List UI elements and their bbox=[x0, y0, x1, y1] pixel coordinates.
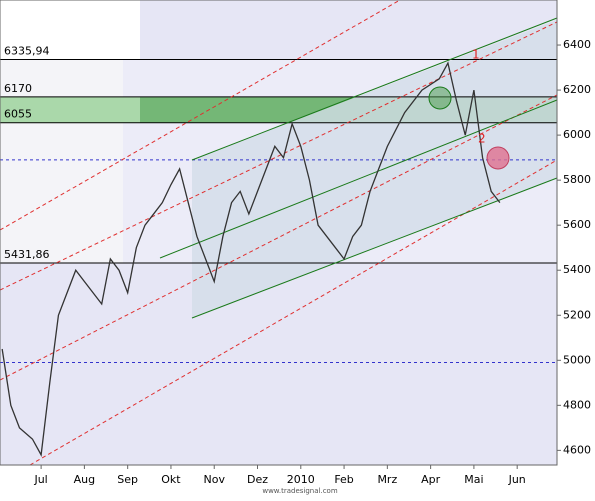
x-tick-label: Apr bbox=[421, 473, 441, 486]
x-tick-label: Nov bbox=[203, 473, 225, 486]
channel-fill bbox=[192, 20, 557, 318]
level-label: 6055 bbox=[4, 108, 32, 121]
band bbox=[0, 96, 140, 123]
price-line bbox=[1, 61, 501, 457]
x-tick-label: Mai bbox=[464, 473, 483, 486]
level-label: 5431,86 bbox=[4, 248, 50, 261]
plot-frame bbox=[0, 0, 558, 466]
channel-lines bbox=[159, 17, 558, 319]
x-tick-label: Jun bbox=[508, 473, 526, 486]
level-label: 6335,94 bbox=[4, 44, 50, 57]
x-tick-label: Mrz bbox=[377, 473, 397, 486]
zone bbox=[0, 59, 123, 264]
zone bbox=[0, 0, 140, 60]
source: www.tradesignal.com bbox=[262, 487, 337, 495]
y-tick-label: 6400 bbox=[563, 38, 591, 51]
x-tick-label: Aug bbox=[74, 473, 95, 486]
y-tick-label: 6200 bbox=[563, 83, 591, 96]
y-tick-label: 4600 bbox=[563, 443, 591, 456]
level-label: 6170 bbox=[4, 82, 32, 95]
x-tick-label: Feb bbox=[334, 473, 353, 486]
y-tick-label: 4800 bbox=[563, 398, 591, 411]
fib-lines bbox=[0, 0, 558, 466]
marker-circle bbox=[486, 146, 510, 170]
y-tick-label: 5400 bbox=[563, 263, 591, 276]
annotation: 1 bbox=[472, 48, 480, 62]
x-tick-label: Jul bbox=[33, 473, 47, 486]
x-tick-label: Sep bbox=[117, 473, 138, 486]
annotation: 2 bbox=[478, 132, 486, 146]
y-tick-label: 5200 bbox=[563, 308, 591, 321]
x-tick-label: Dez bbox=[247, 473, 268, 486]
x-tick-label: Okt bbox=[161, 473, 181, 486]
y-tick-label: 5600 bbox=[563, 218, 591, 231]
marker-circle bbox=[428, 86, 452, 110]
y-tick-label: 5800 bbox=[563, 173, 591, 186]
x-tick-label: 2010 bbox=[287, 473, 315, 486]
y-tick-label: 5000 bbox=[563, 353, 591, 366]
y-tick-label: 6000 bbox=[563, 128, 591, 141]
